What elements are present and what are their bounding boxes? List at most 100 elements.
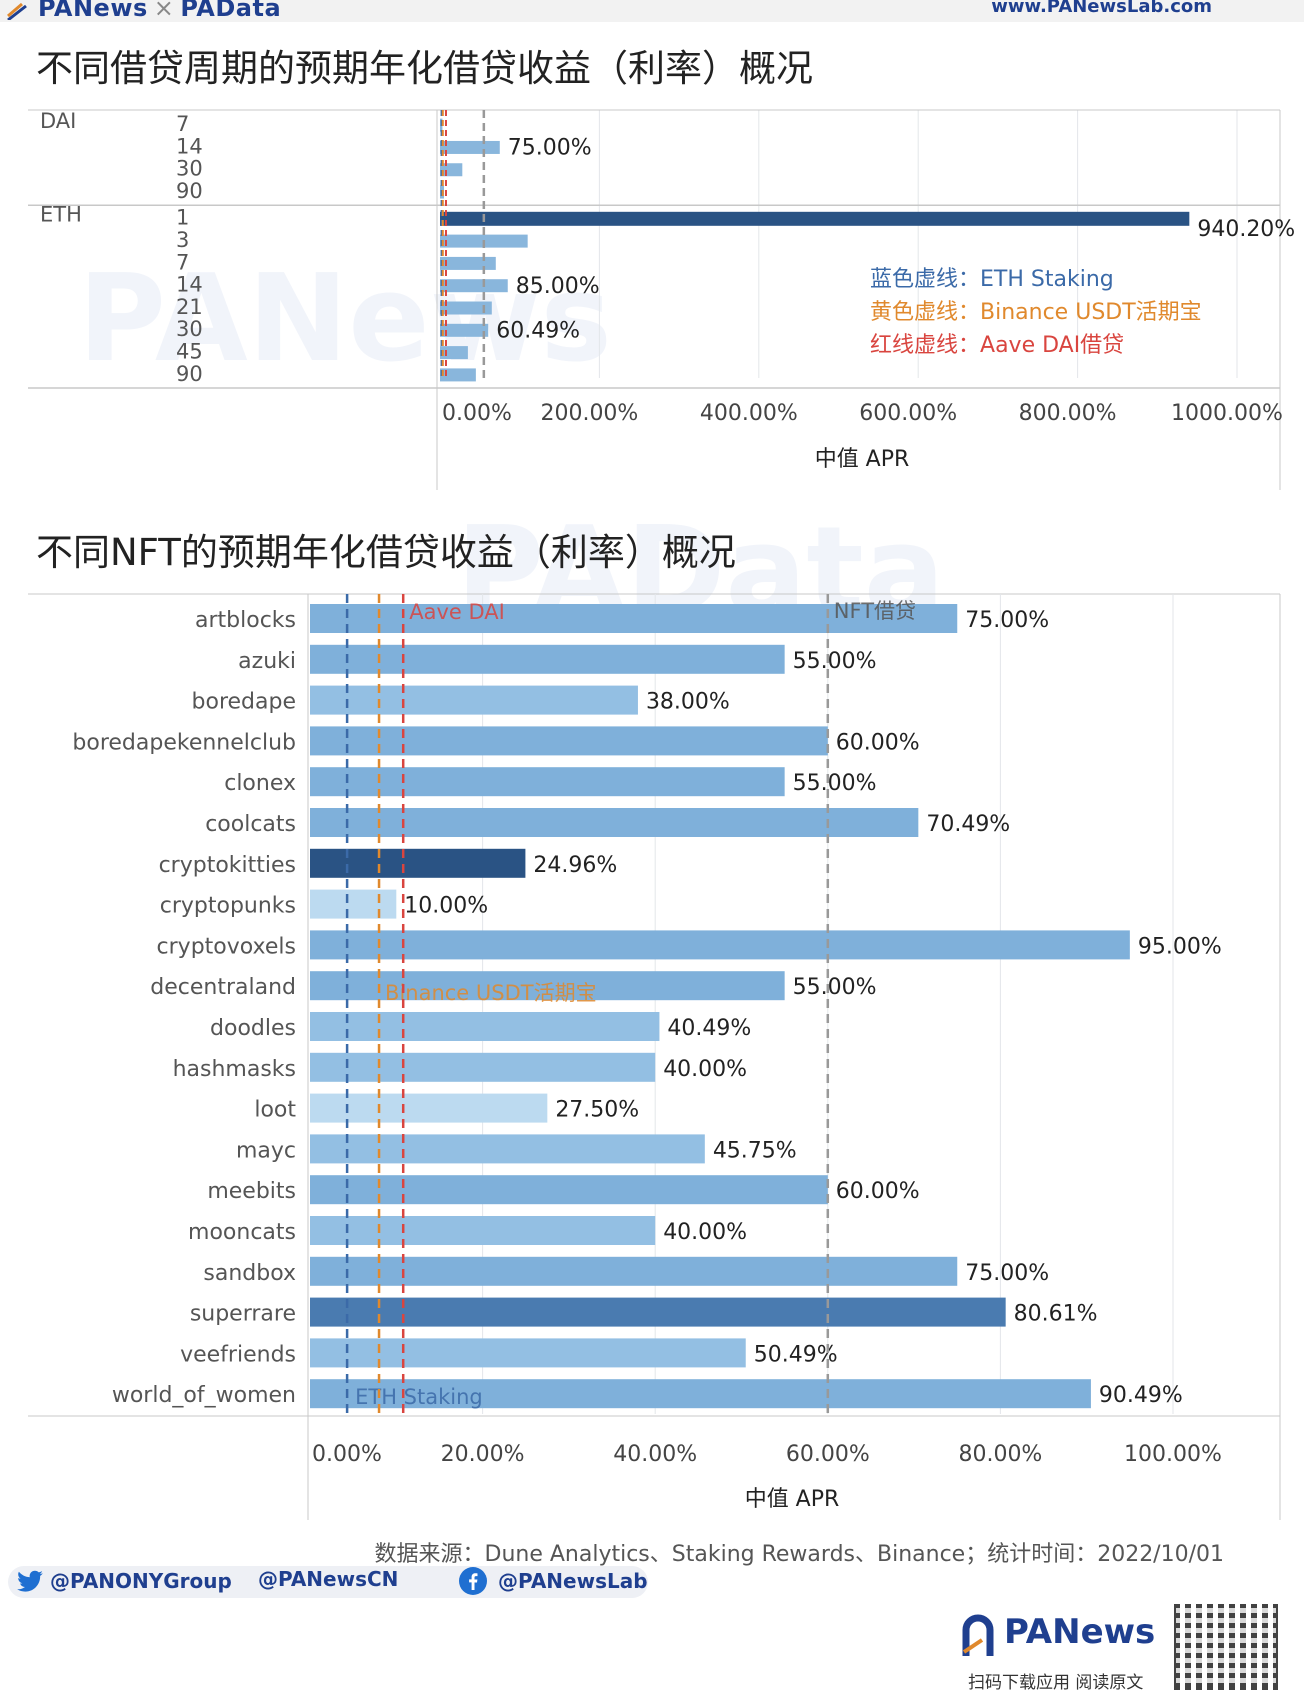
chart2-reference-label: Binance USDT活期宝 — [385, 981, 597, 1005]
chart1-group-label: DAI — [40, 109, 76, 133]
chart2-svg: artblocks 75.00% azuki 55.00% boredape 38.00%… — [28, 593, 1281, 1520]
chart2-category-label: clonex — [224, 771, 296, 796]
chart2-bar — [310, 604, 958, 633]
chart2-reference-label: NFT借贷 — [834, 599, 916, 623]
chart1-period-label: 14 — [176, 134, 203, 158]
data-source-note: 数据来源：Dune Analytics、Staking Rewards、Bina… — [374, 1542, 1224, 1567]
brand-panews: PANews — [38, 0, 148, 22]
chart1-period-label: 45 — [176, 339, 203, 363]
chart2-data-label: 27.50% — [555, 1098, 639, 1123]
chart1-bar — [440, 368, 476, 382]
chart1-bar — [440, 346, 468, 360]
chart1-period-label: 30 — [176, 317, 203, 341]
chart2-title: 不同NFT的预期年化借贷收益（利率）概况 — [36, 531, 736, 574]
chart2-data-label: 40.00% — [663, 1057, 747, 1082]
weibo-handle[interactable]: @PANewsCN — [258, 1567, 399, 1591]
chart1-x-tick-label: 200.00% — [540, 401, 638, 426]
chart2-category-label: cryptovoxels — [157, 934, 296, 959]
chart2-bar — [310, 930, 1130, 960]
chart1-bar — [440, 256, 496, 270]
chart2-category-label: sandbox — [203, 1261, 296, 1286]
twitter-handle[interactable]: @PANONYGroup — [50, 1569, 232, 1593]
brand-separator: × — [153, 0, 175, 22]
chart2-category-label: loot — [254, 1098, 296, 1123]
chart1-x-tick-label: 400.00% — [700, 401, 798, 426]
chart2-data-label: 45.75% — [713, 1138, 797, 1163]
chart2-category-label: azuki — [238, 649, 296, 674]
chart2-bar — [310, 848, 526, 878]
chart2-category-label: mayc — [236, 1138, 296, 1163]
chart2-data-label: 55.00% — [793, 649, 877, 674]
chart2-data-label: 40.00% — [663, 1220, 747, 1245]
chart1-legend-prefix: 红线虚线： — [870, 333, 980, 358]
chart2-bar — [310, 1379, 1091, 1409]
chart1-period-label: 21 — [176, 295, 203, 319]
chart1-period-label: 3 — [176, 228, 189, 252]
brand-padata: PAData — [180, 0, 282, 22]
chart1-bar — [440, 301, 492, 315]
chart1-data-label: 60.49% — [496, 318, 580, 343]
chart2-bar — [310, 1175, 828, 1205]
chart1-period-label: 7 — [176, 250, 189, 274]
chart1-data-label: 75.00% — [508, 136, 592, 161]
chart2-category-label: decentraland — [150, 975, 296, 1000]
chart2-bar — [310, 1338, 746, 1368]
chart1-x-tick-label: 1000.00% — [1171, 401, 1283, 426]
chart2-x-tick-label: 60.00% — [786, 1442, 870, 1467]
social-bar — [8, 1566, 648, 1598]
chart2-x-tick-label: 20.00% — [441, 1442, 525, 1467]
chart2-bar — [310, 1297, 1006, 1327]
scan-caption: 扫码下载应用 阅读原文 — [968, 1673, 1144, 1693]
chart2-bar — [310, 1093, 548, 1123]
twitter-icon[interactable] — [16, 1570, 44, 1594]
chart1-group-label: ETH — [40, 203, 82, 227]
chart1-legend-text: ETH Staking — [980, 267, 1114, 292]
chart1-period-label: 14 — [176, 273, 203, 297]
chart2-bar — [310, 644, 785, 674]
panews-logo-icon — [7, 2, 27, 20]
chart1-legend-entry: 黄色虚线：Binance USDT活期宝 — [870, 300, 1202, 325]
brand-left: PANews × PAData — [38, 0, 281, 22]
chart2-bar — [310, 685, 638, 715]
chart1-legend-entry: 蓝色虚线：ETH Staking — [870, 267, 1114, 292]
chart1-period-label: 30 — [176, 157, 203, 181]
chart2-data-label: 90.49% — [1099, 1383, 1183, 1408]
chart2-x-axis-label: 中值 APR — [745, 1487, 840, 1512]
chart1-legend-text: Binance USDT活期宝 — [980, 300, 1202, 325]
chart1-bar — [440, 140, 500, 154]
chart1-data-label: 940.20% — [1197, 217, 1295, 242]
chart2-bar — [310, 767, 785, 797]
chart2-data-label: 70.49% — [926, 812, 1010, 837]
chart1-period-label: 90 — [176, 362, 203, 386]
chart2-bar — [310, 1134, 705, 1164]
chart1-legend-prefix: 蓝色虚线： — [870, 267, 980, 292]
chart1-period-label: 7 — [176, 112, 189, 136]
panews-bottom-logo-icon — [962, 1614, 994, 1656]
chart2-bar — [310, 808, 919, 837]
chart1-bar — [440, 279, 508, 293]
chart2-data-label: 60.00% — [836, 730, 920, 755]
chart2-bar — [310, 971, 785, 1001]
chart2-data-label: 10.00% — [404, 894, 488, 919]
facebook-handle[interactable]: @PANewsLab — [498, 1569, 648, 1593]
chart2-x-tick-label: 0.00% — [312, 1442, 382, 1467]
chart1-legend-entry: 红线虚线：Aave DAI借贷 — [870, 333, 1124, 358]
chart1-data-label: 85.00% — [516, 274, 600, 299]
chart1-legend-text: Aave DAI借贷 — [980, 333, 1124, 358]
chart1-x-tick-label: 800.00% — [1019, 401, 1117, 426]
chart2-category-label: doodles — [210, 1016, 296, 1041]
chart1-legend-prefix: 黄色虚线： — [870, 300, 980, 325]
chart2-category-label: boredape — [192, 690, 296, 715]
chart2-category-label: artblocks — [195, 608, 296, 633]
chart2-category-label: boredapekennelclub — [72, 730, 296, 755]
chart2-data-label: 50.49% — [754, 1342, 838, 1367]
chart1-bar — [440, 211, 1190, 226]
chart2-bar — [310, 726, 828, 756]
website-link[interactable]: www.PANewsLab.com — [991, 0, 1212, 17]
chart1-period-label: 90 — [176, 179, 203, 203]
chart2-data-label: 75.00% — [965, 608, 1049, 633]
facebook-icon[interactable] — [458, 1566, 488, 1596]
chart1-title: 不同借贷周期的预期年化借贷收益（利率）概况 — [36, 47, 813, 90]
chart2-category-label: hashmasks — [173, 1057, 296, 1082]
